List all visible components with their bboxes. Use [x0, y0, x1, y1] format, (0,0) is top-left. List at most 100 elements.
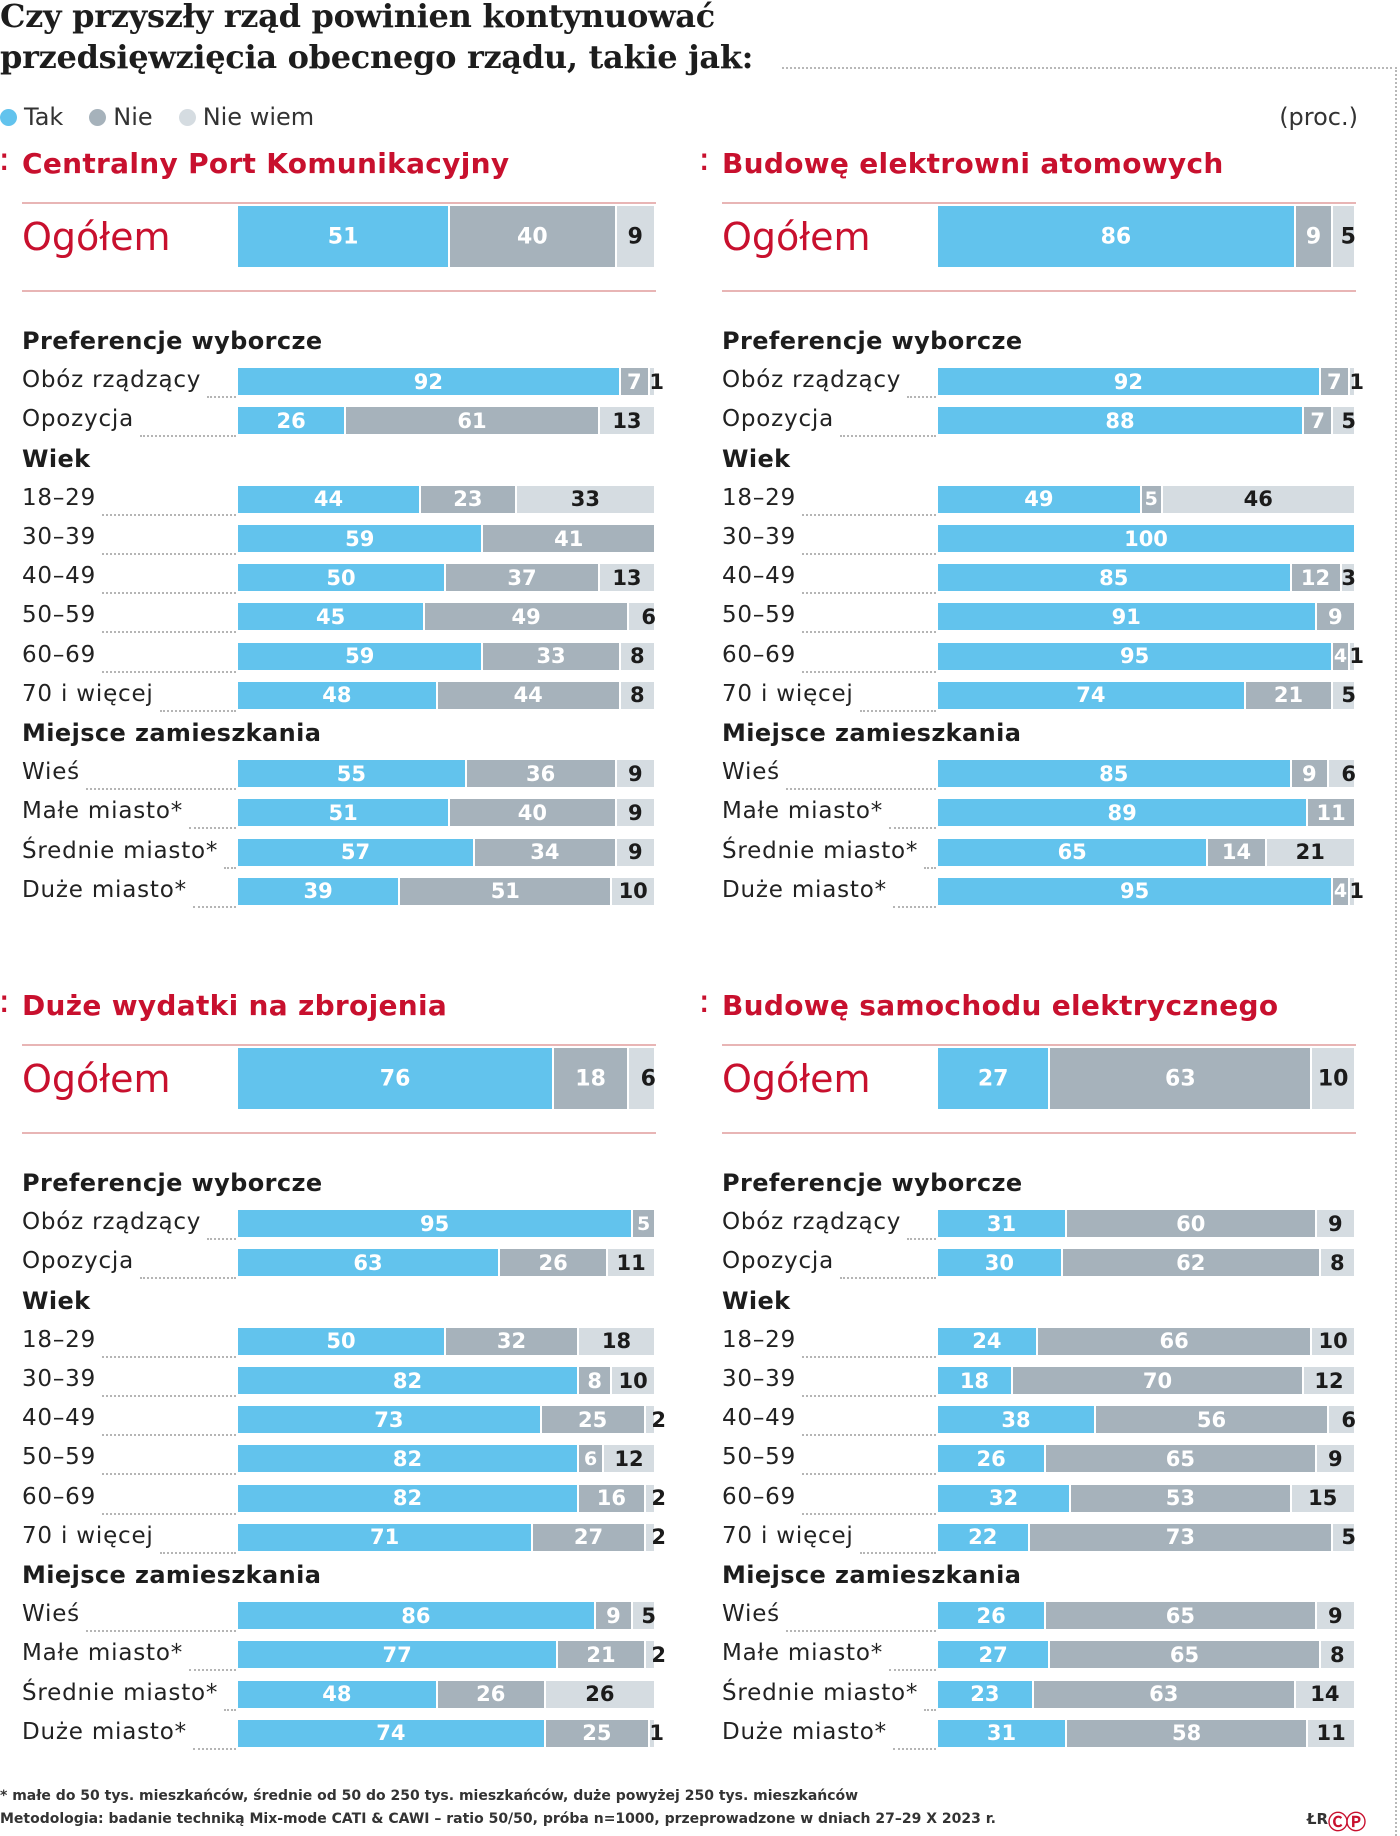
pref-row-2-value-nie-wiem: 5 [1341, 408, 1356, 433]
age-row-2-segment-nie: 8 [579, 1367, 613, 1394]
pref-row-1-value-tak: 92 [413, 369, 443, 394]
age-row-3-bar: 50 37 13 [238, 564, 654, 592]
age-row-1-segment-nie-wiem: 33 [516, 485, 654, 513]
age-row-6-segment-tak: 71 [238, 1523, 534, 1551]
age-row-5-label: 60–69 [722, 1483, 797, 1510]
place-row-1-bar: 55 36 9 [238, 760, 654, 788]
total-row-value-nie-wiem: 6 [640, 1066, 656, 1091]
age-row-1-segment-tak: 44 [238, 485, 422, 513]
age-row-1-value-tak: 50 [326, 1329, 356, 1354]
place-row-1-value-tak: 85 [1099, 761, 1129, 786]
place-row-3-leader [924, 1708, 936, 1711]
pref-row-2-label: Opozycja [722, 1248, 834, 1275]
age-row-3-label: 40–49 [722, 563, 797, 590]
pref-row-2-leader [840, 1277, 936, 1280]
place-row-3-value-tak: 48 [322, 1682, 352, 1707]
age-row-4-value-nie: 65 [1165, 1446, 1195, 1471]
age-row-5-bar: 82 16 2 [238, 1484, 666, 1512]
pref-row-2-value-nie: 7 [1310, 408, 1325, 433]
place-row-4-value-nie-wiem: 1 [1349, 879, 1364, 904]
pref-row-1-segment-nie-wiem: 1 [1349, 368, 1364, 396]
age-row-2-label: 30–39 [722, 524, 797, 550]
total-row-segment-nie-wiem: 10 [1312, 1048, 1354, 1109]
place-row-2-label: Małe miasto* [722, 1640, 883, 1667]
age-row-6-segment-tak: 74 [938, 681, 1246, 709]
place-row-2-leader [889, 1669, 936, 1672]
place-row-4-value-nie-wiem: 11 [1316, 1721, 1346, 1746]
age-row-3-segment-tak: 73 [238, 1406, 542, 1434]
age-row-4-label: 50–59 [722, 1444, 797, 1471]
title-line-1: Czy przyszły rząd powinien kontynuować [0, 0, 715, 35]
place-row-2-value-nie: 21 [586, 1642, 616, 1667]
age-row-3-segment-nie-wiem: 13 [599, 564, 654, 592]
age-row-2-leader [802, 1395, 936, 1397]
total-row-value-nie: 63 [1165, 1066, 1196, 1091]
total-row-bar: 27 63 10 [938, 1048, 1354, 1109]
place-row-1-segment-tak: 85 [938, 760, 1292, 788]
age-row-2-segment-nie: 70 [1012, 1367, 1305, 1394]
place-row-2-segment-nie: 11 [1308, 799, 1354, 827]
place-row-2-value-tak: 27 [978, 1642, 1008, 1667]
pref-row-1-value-tak: 95 [419, 1211, 450, 1236]
age-row-4-segment-nie: 65 [1046, 1445, 1317, 1473]
group-label-place: Miejsce zamieszkania [722, 719, 1022, 747]
age-row-1-value-tak: 24 [972, 1329, 1002, 1354]
age-row-3-value-tak: 73 [374, 1407, 404, 1432]
age-row-2-segment-tak: 100 [938, 525, 1354, 552]
place-row-2-label: Małe miasto* [722, 798, 883, 825]
age-row-5-value-nie-wiem: 2 [651, 1486, 666, 1511]
age-row-3-segment-nie: 12 [1291, 564, 1342, 592]
age-row-4-leader [802, 631, 936, 634]
place-row-2-segment-nie-wiem: 8 [1320, 1641, 1354, 1669]
title-line-2: przedsięwzięcia obecnego rządu, takie ja… [0, 38, 754, 76]
place-row-4-label: Duże miasto* [22, 876, 187, 903]
place-row-1-value-nie: 9 [1302, 761, 1317, 786]
age-row-6-segment-nie: 73 [1029, 1523, 1334, 1551]
place-row-1-segment-nie-wiem: 9 [1316, 1602, 1354, 1630]
place-row-4-segment-tak: 74 [238, 1719, 546, 1747]
age-row-3-label: 40–49 [22, 563, 97, 590]
place-row-1-label: Wieś [22, 1601, 80, 1628]
place-row-2-leader [189, 827, 236, 830]
place-row-1-segment-nie-wiem: 5 [633, 1602, 656, 1630]
place-row-1-leader [786, 1630, 936, 1633]
age-row-2-bar: 100 [938, 525, 1354, 552]
group-label-pref: Preferencje wyborcze [722, 327, 1023, 355]
total-row-bar: 86 9 5 [938, 206, 1356, 267]
total-row-value-nie: 18 [575, 1066, 606, 1091]
panel-bottom-rule [22, 1132, 656, 1134]
pref-row-2-label: Opozycja [22, 406, 134, 433]
place-row-4-bar: 31 58 11 [938, 1719, 1354, 1747]
pref-row-1-leader [907, 1238, 936, 1241]
chart-panel-2: ⁚ Budowę elektrowni atomowych Ogółem 86 9 5 Pr… [700, 141, 1364, 941]
age-row-5-leader [802, 1512, 936, 1515]
place-row-1-label: Wieś [722, 1601, 780, 1628]
age-row-4-segment-tak: 45 [238, 603, 426, 631]
pref-row-2-bar: 88 7 5 [938, 407, 1356, 435]
age-row-1-leader [102, 513, 236, 516]
pref-row-1-segment-nie: 5 [633, 1210, 654, 1238]
age-row-1-value-tak: 49 [1024, 487, 1054, 512]
total-row-value-nie-wiem: 9 [627, 224, 643, 249]
legend-swatch-nie-wiem [178, 108, 196, 126]
age-row-1-bar: 49 5 46 [938, 485, 1354, 513]
pref-row-1-segment-nie-wiem: 9 [1316, 1210, 1354, 1238]
age-row-1-segment-nie: 66 [1037, 1327, 1313, 1355]
place-row-4-label: Duże miasto* [722, 876, 887, 903]
age-row-6-leader [860, 1551, 936, 1554]
age-row-2-value-tak: 18 [959, 1368, 990, 1393]
age-row-6-bar: 22 73 5 [938, 1523, 1356, 1551]
pref-row-1-bar: 31 60 9 [938, 1210, 1354, 1238]
age-row-3-value-tak: 38 [1001, 1407, 1031, 1432]
place-row-3-segment-nie-wiem: 14 [1295, 1680, 1354, 1708]
pref-row-1-value-nie: 60 [1176, 1211, 1206, 1236]
age-row-1-value-nie-wiem: 18 [601, 1329, 632, 1354]
panel-bullet-icon: ⁚ [0, 150, 9, 176]
age-row-1-segment-nie-wiem: 46 [1162, 485, 1354, 513]
place-row-1-value-nie-wiem: 9 [627, 761, 643, 786]
place-row-3-segment-nie-wiem: 21 [1266, 838, 1354, 866]
place-row-1-value-nie-wiem: 6 [1341, 761, 1356, 786]
panel-top-rule [22, 1044, 656, 1046]
age-row-6-leader [860, 709, 936, 712]
total-label: Ogółem [22, 215, 171, 259]
